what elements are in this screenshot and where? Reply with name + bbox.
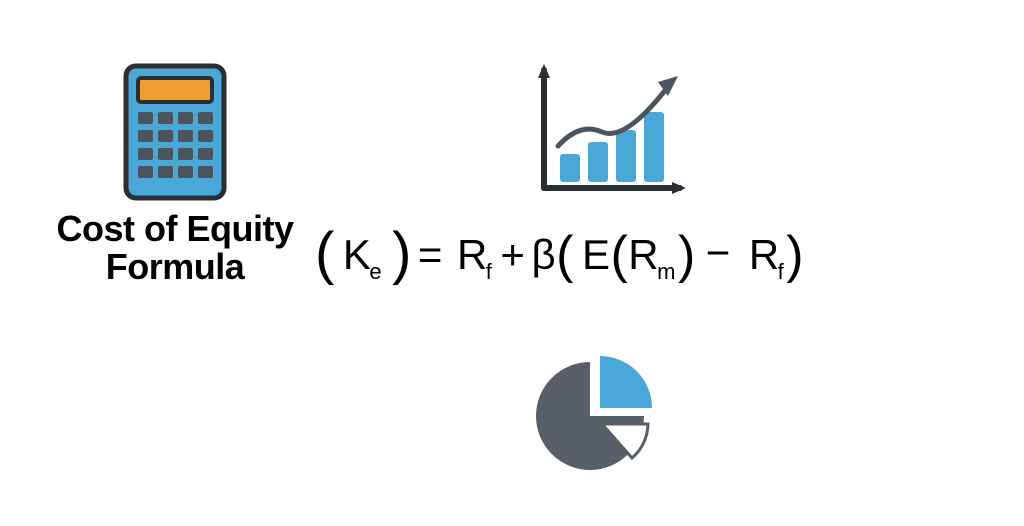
sub-f: f bbox=[486, 259, 493, 285]
calculator-icon bbox=[120, 62, 230, 207]
sub-e: e bbox=[369, 259, 382, 285]
title-line-2: Formula bbox=[106, 246, 245, 287]
sub-f-2: f bbox=[778, 259, 785, 285]
title-line-1: Cost of Equity bbox=[57, 208, 294, 249]
pie-chart-icon bbox=[520, 350, 670, 485]
capm-formula: ( K e ) = R f + β ( E ( R m ) − R f ) bbox=[315, 216, 804, 283]
paren-open-3: ( bbox=[610, 225, 628, 285]
paren-open-2: ( bbox=[556, 225, 574, 285]
paren-close-3: ) bbox=[678, 225, 696, 285]
minus: − bbox=[706, 229, 731, 277]
formula-title: Cost of Equity Formula bbox=[40, 210, 310, 286]
var-beta: β bbox=[531, 231, 556, 279]
var-rf: R bbox=[457, 231, 488, 279]
paren-open: ( bbox=[315, 220, 335, 287]
var-rm: R bbox=[628, 231, 659, 279]
equals: = bbox=[418, 231, 443, 279]
sub-m: m bbox=[657, 259, 676, 285]
bar-chart-icon bbox=[530, 62, 690, 207]
var-ke: K bbox=[343, 231, 372, 279]
var-rf-2: R bbox=[749, 231, 780, 279]
infographic-canvas: Cost of Equity Formula ( K e ) = R f + β… bbox=[0, 0, 1024, 526]
paren-close-2: ) bbox=[786, 225, 804, 285]
paren-close: ) bbox=[392, 220, 412, 287]
var-e: E bbox=[582, 231, 611, 279]
plus: + bbox=[500, 231, 525, 279]
